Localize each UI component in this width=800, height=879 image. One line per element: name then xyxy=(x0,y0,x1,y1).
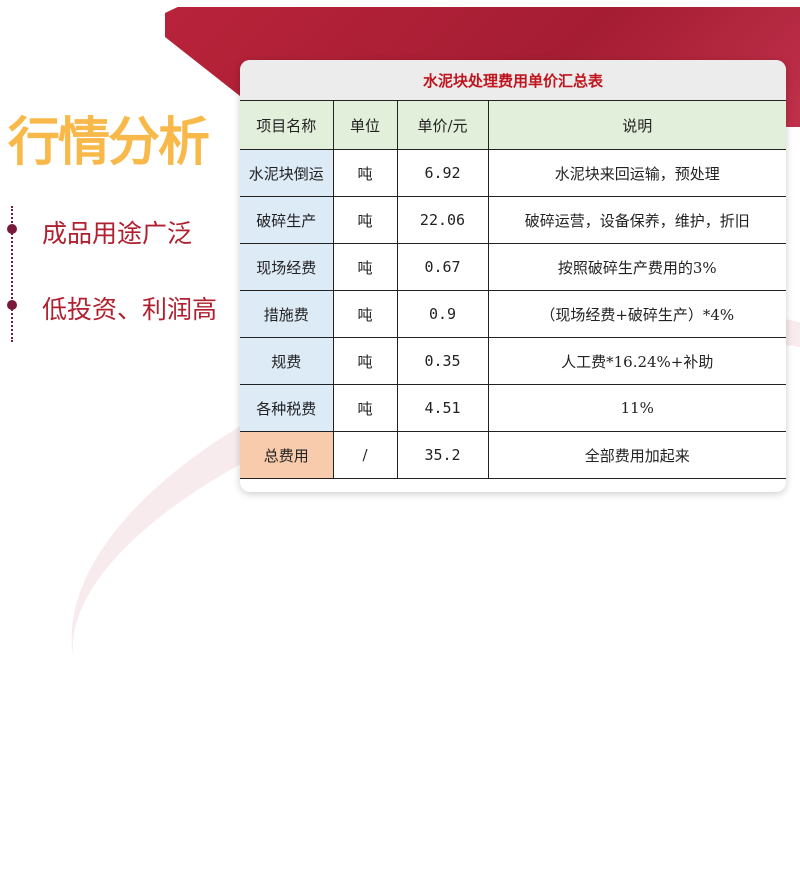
description-cell: 水泥块来回运输，预处理 xyxy=(487,149,786,197)
item-name-cell: 总费用 xyxy=(240,431,334,479)
column-header: 说明 xyxy=(487,100,786,150)
unit-price-cell: 22.06 xyxy=(396,196,489,244)
table-row: 各种税费吨 4.51 11% xyxy=(240,384,786,432)
unit-price-cell: 0.35 xyxy=(396,337,489,385)
unit-cell: 吨 xyxy=(332,196,398,244)
bullet-text: 低投资、利润高 xyxy=(42,295,218,324)
unit-cell: 吨 xyxy=(332,384,398,432)
column-header: 单位 xyxy=(332,100,398,150)
headline: 行情分析 xyxy=(8,113,210,173)
bullet-dot xyxy=(7,224,17,234)
unit-price-cell: 6.92 xyxy=(396,149,489,197)
bullet-text: 成品用途广泛 xyxy=(42,219,193,248)
description-cell: 人工费*16.24%+补助 xyxy=(487,337,786,385)
unit-cell: 吨 xyxy=(332,290,398,338)
unit-cell: 吨 xyxy=(332,149,398,197)
unit-price-cell: 0.9 xyxy=(396,290,489,338)
table-row: 总费用/35.2 全部费用加起来 xyxy=(240,431,786,479)
description-cell: （现场经费+破碎生产）*4% xyxy=(487,290,786,338)
item-name-cell: 现场经费 xyxy=(240,243,334,291)
column-header: 单价/元 xyxy=(396,100,489,150)
description-cell: 全部费用加起来 xyxy=(487,431,786,479)
item-name-cell: 破碎生产 xyxy=(240,196,334,244)
item-name-cell: 措施费 xyxy=(240,290,334,338)
table-row: 规费吨 0.35 人工费*16.24%+补助 xyxy=(240,337,786,385)
timeline-line xyxy=(11,206,13,342)
bullet-dot xyxy=(7,300,17,310)
unit-price-cell: 35.2 xyxy=(396,431,489,479)
table-row: 破碎生产吨 22.06 破碎运营，设备保养，维护，折旧 xyxy=(240,196,786,244)
description-cell: 破碎运营，设备保养，维护，折旧 xyxy=(487,196,786,244)
unit-price-cell: 0.67 xyxy=(396,243,489,291)
table-row: 现场经费吨 0.67 按照破碎生产费用的3% xyxy=(240,243,786,291)
unit-price-cell: 4.51 xyxy=(396,384,489,432)
table-row: 水泥块倒运吨 6.92 水泥块来回运输，预处理 xyxy=(240,149,786,197)
unit-cell: 吨 xyxy=(332,243,398,291)
description-cell: 按照破碎生产费用的3% xyxy=(487,243,786,291)
column-header: 项目名称 xyxy=(240,100,334,150)
description-cell: 11% xyxy=(487,384,786,432)
table-header-row: 项目名称 单位 单价/元 说明 xyxy=(240,100,786,150)
table-row: 措施费吨 0.9 （现场经费+破碎生产）*4% xyxy=(240,290,786,338)
cost-table-card: 水泥块处理费用单价汇总表 项目名称 单位 单价/元 说明 水泥块倒运吨 6.92 水… xyxy=(240,60,786,492)
item-name-cell: 规费 xyxy=(240,337,334,385)
unit-cell: 吨 xyxy=(332,337,398,385)
item-name-cell: 水泥块倒运 xyxy=(240,149,334,197)
table-title: 水泥块处理费用单价汇总表 xyxy=(240,60,786,100)
item-name-cell: 各种税费 xyxy=(240,384,334,432)
unit-cell: / xyxy=(332,431,398,479)
cost-table: 项目名称 单位 单价/元 说明 水泥块倒运吨 6.92 水泥块来回运输，预处理 破碎生… xyxy=(240,100,786,479)
